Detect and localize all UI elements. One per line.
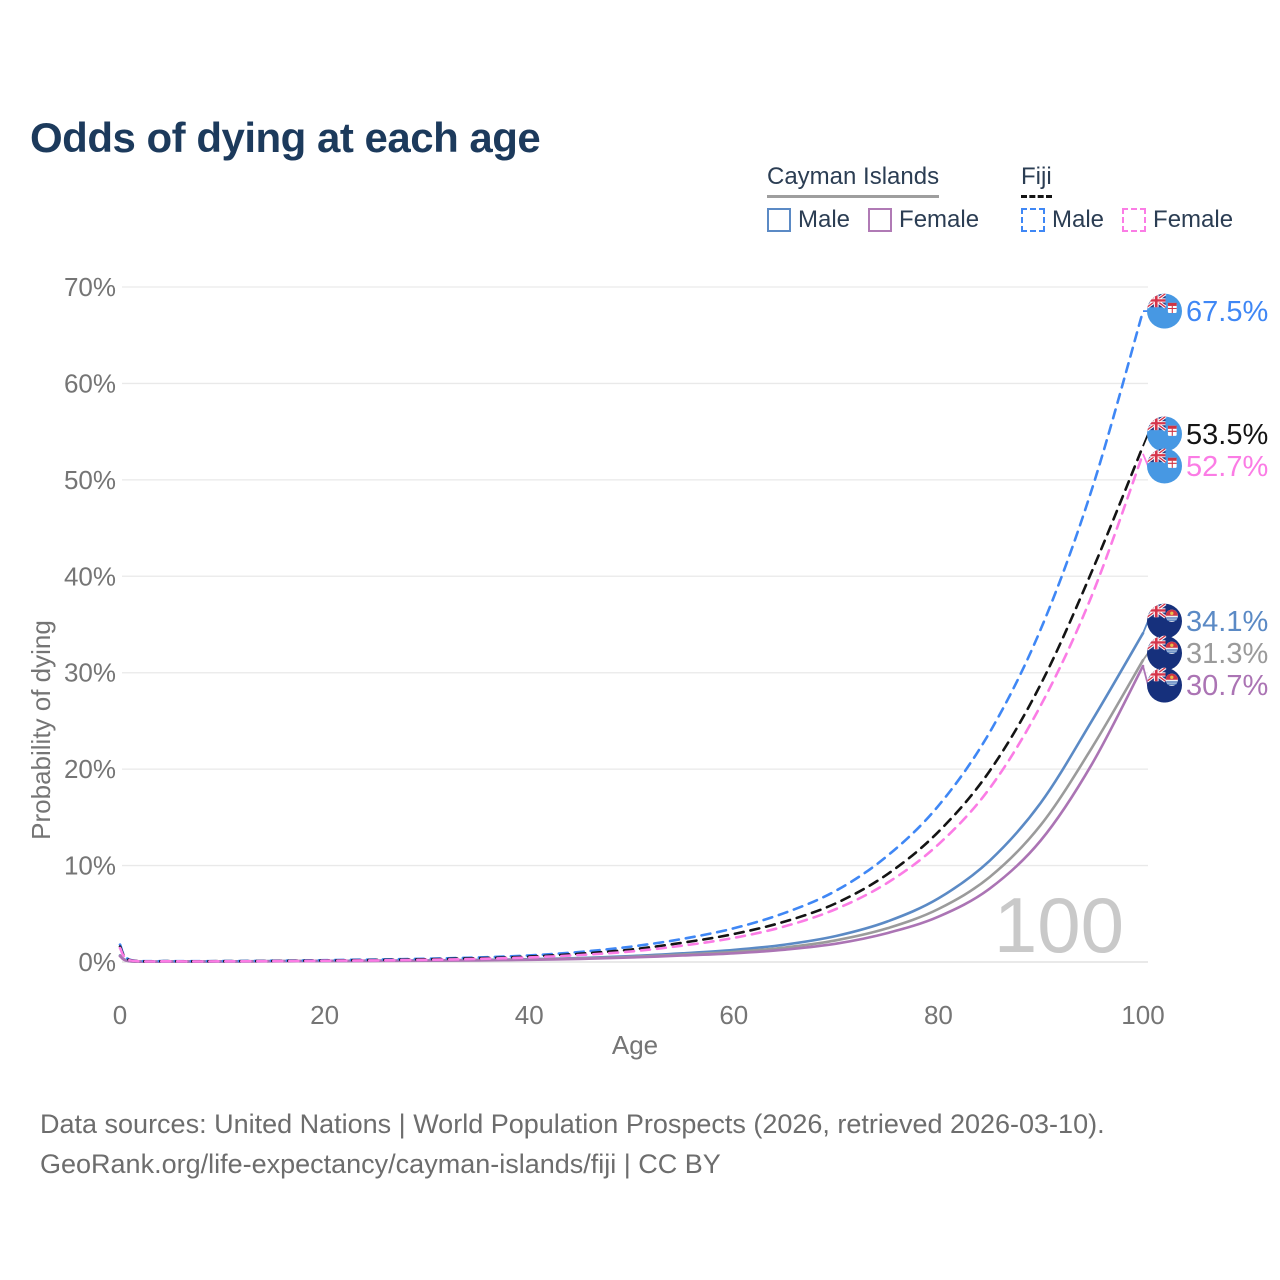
y-tick-label-50%: 50% <box>64 465 116 495</box>
legend-item-cayman-female: Female <box>868 206 979 234</box>
x-tick-label-20: 20 <box>310 1000 339 1030</box>
cayman-flag-icon <box>1147 604 1182 639</box>
legend-item-fiji-male: Male <box>1021 206 1104 234</box>
x-tick-label-80: 80 <box>924 1000 953 1030</box>
page-title: Odds of dying at each age <box>30 114 541 162</box>
y-tick-label-10%: 10% <box>64 851 116 881</box>
cayman-islands-female-end-label: 30.7% <box>1186 670 1268 702</box>
x-tick-label-60: 60 <box>719 1000 748 1030</box>
fiji-female-line <box>118 452 1145 963</box>
cayman-islands-male-end-label: 34.1% <box>1186 606 1268 638</box>
legend-cayman-female-label: Female <box>899 206 980 233</box>
legend-group-cayman-islands: Cayman Islands Male Female <box>767 163 979 234</box>
cayman-flag-icon <box>1147 636 1182 671</box>
fiji-both-sexes-line <box>118 444 1145 963</box>
cayman-islands-both-sexes-line <box>118 658 1145 963</box>
x-tick-label-40: 40 <box>515 1000 544 1030</box>
y-tick-label-20%: 20% <box>64 754 116 784</box>
fiji-female-swatch-icon <box>1122 208 1147 232</box>
legend-cayman-items: Male Female <box>767 206 979 234</box>
y-tick-label-30%: 30% <box>64 658 116 688</box>
legend-fiji-label: Fiji <box>1021 163 1052 198</box>
georank-url-line: GeoRank.org/life-expectancy/cayman-islan… <box>40 1149 721 1179</box>
cayman-islands-female-line <box>118 664 1145 964</box>
fiji-male-line <box>118 309 1145 963</box>
cayman-female-swatch-icon <box>868 208 893 232</box>
fiji-flag-icon <box>1147 448 1182 483</box>
y-tick-label-60%: 60% <box>64 368 116 398</box>
fiji-both-sexes-end-label: 53.5% <box>1186 419 1268 451</box>
legend-cayman-male-label: Male <box>798 206 851 233</box>
fiji-male-end-label: 67.5% <box>1186 296 1268 328</box>
legend-fiji-items: Male Female <box>1021 206 1233 234</box>
fiji-flag-icon <box>1147 416 1182 451</box>
legend-item-cayman-male: Male <box>767 206 850 234</box>
y-tick-label-40%: 40% <box>64 561 116 591</box>
cayman-male-swatch-icon <box>767 208 791 232</box>
y-axis-title: Probability of dying <box>26 620 56 840</box>
y-tick-label-70%: 70% <box>64 272 116 302</box>
fiji-male-swatch-icon <box>1021 208 1045 232</box>
cayman-flag-icon <box>1147 668 1182 703</box>
legend-item-fiji-female: Female <box>1122 206 1233 234</box>
legend-fiji-female-label: Female <box>1153 206 1234 233</box>
x-axis-title: Age <box>612 1030 658 1060</box>
plot-area: 100 0% 10% 20% 30% 40% 50% 60% 70% 0 20 40 60 80 100 Ag… <box>26 272 1268 1060</box>
y-tick-label-0%: 0% <box>78 947 116 977</box>
fiji-female-end-label: 52.7% <box>1186 451 1268 483</box>
watermark-age-100: 100 <box>994 881 1124 969</box>
x-tick-label-100: 100 <box>1121 1000 1164 1030</box>
cayman-islands-both-sexes-end-label: 31.3% <box>1186 638 1268 670</box>
footer-attribution: Data sources: United Nations | World Pop… <box>40 1104 1105 1184</box>
fiji-flag-icon <box>1147 294 1182 329</box>
cayman-islands-male-line <box>118 631 1145 963</box>
x-tick-label-0: 0 <box>113 1000 127 1030</box>
legend-cayman-islands-label: Cayman Islands <box>767 163 940 198</box>
legend-group-fiji: Fiji Male Female <box>1021 163 1233 234</box>
data-sources-line: Data sources: United Nations | World Pop… <box>40 1109 1105 1139</box>
legend-fiji-male-label: Male <box>1052 206 1105 233</box>
